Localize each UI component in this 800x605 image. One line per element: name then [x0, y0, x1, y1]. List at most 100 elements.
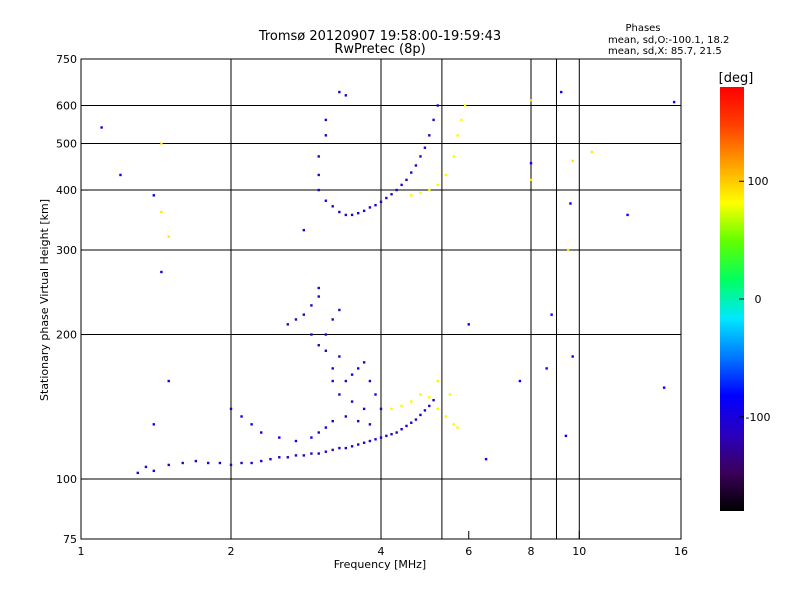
data-point-s2-15: [368, 379, 372, 383]
y-axis-ticks: 75 100 200 300 400 500 600 750: [56, 53, 89, 546]
data-point-s0-27: [374, 438, 377, 441]
data-point-s0-7: [218, 461, 222, 465]
data-point-s4-10: [379, 200, 383, 204]
data-point-s0-23: [350, 445, 354, 448]
data-point-s2-26: [331, 318, 334, 321]
data-point-s6-5: [152, 423, 156, 426]
grid-lines: [81, 59, 681, 539]
data-point-s0-5: [194, 459, 198, 463]
data-point-s1-7: [317, 431, 320, 434]
data-point-s2-25: [368, 423, 372, 426]
data-point-s0-35: [414, 418, 418, 421]
x-tick-label-2: 4: [378, 545, 385, 558]
y-tick-label-0: 75: [63, 533, 77, 546]
data-point-s0-12: [269, 457, 272, 461]
data-point-s2-20: [338, 355, 341, 358]
data-point-s1-5: [294, 439, 298, 443]
data-point-s0-13: [278, 456, 281, 459]
data-point-s2-8: [331, 367, 334, 370]
data-point-s0-8: [229, 463, 233, 467]
data-point-s4-23: [317, 173, 320, 177]
data-point-s4-26: [324, 118, 328, 122]
data-point-s6-17: [560, 90, 563, 94]
colorbar-tick-label-1: 0: [755, 293, 762, 306]
data-point-s6-7: [484, 457, 488, 461]
data-point-s4-11: [385, 196, 388, 200]
data-point-s0-39: [432, 398, 435, 402]
data-point-s0-1: [144, 465, 148, 469]
data-point-s4-13: [395, 188, 398, 192]
data-point-s1-6: [310, 436, 313, 439]
data-point-s2-12: [350, 373, 354, 376]
legend-line-o: mean, sd,O:-100.1, 18.2: [608, 35, 729, 46]
data-point-s5-4: [444, 173, 448, 177]
data-point-s6-12: [564, 434, 568, 438]
data-point-s4-22: [436, 104, 439, 107]
data-point-s4-19: [423, 146, 427, 149]
data-point-s0-0: [136, 471, 139, 475]
data-point-s2-22: [362, 407, 366, 411]
data-point-s2-21: [350, 400, 354, 403]
data-point-s4-5: [350, 213, 354, 217]
data-point-s4-15: [405, 178, 408, 182]
data-point-s1-0: [229, 407, 233, 411]
data-point-s6-11: [550, 313, 553, 316]
data-point-s0-33: [405, 424, 408, 428]
colorbar-tick-label-2: -100: [746, 411, 771, 424]
data-point-s0-16: [302, 454, 306, 457]
data-point-s2-24: [356, 419, 360, 423]
data-point-s2-0: [286, 323, 289, 326]
data-point-s2-3: [310, 304, 313, 307]
data-point-s4-16: [410, 171, 413, 174]
data-point-s6-6: [302, 228, 306, 232]
colorbar-label: [deg]: [719, 71, 754, 86]
data-point-s0-36: [419, 413, 422, 417]
data-point-s5-5: [452, 155, 456, 158]
data-point-s6-4: [167, 379, 170, 383]
data-point-s4-17: [414, 164, 418, 167]
chart-subtitle: RwPretec (8p): [334, 42, 425, 57]
data-point-s5-7: [460, 118, 463, 122]
data-point-s0-22: [344, 446, 348, 450]
data-point-s0-29: [385, 434, 388, 438]
data-point-s4-18: [419, 155, 422, 158]
data-point-s2-11: [344, 379, 348, 383]
y-tick-label-7: 750: [56, 53, 77, 66]
data-point-s0-19: [324, 450, 328, 453]
data-point-s5-0: [410, 194, 413, 197]
data-point-s7-7: [590, 150, 594, 154]
data-point-s3-1: [400, 404, 403, 408]
data-point-s2-17: [379, 407, 383, 411]
data-point-s5-6: [456, 134, 459, 137]
data-point-s4-27: [338, 90, 341, 94]
data-point-s1-8: [324, 426, 328, 429]
data-point-s3-6: [444, 415, 448, 418]
data-point-s7-5: [566, 248, 570, 252]
data-point-s4-8: [368, 206, 372, 209]
data-point-s6-16: [672, 100, 676, 104]
data-point-s3-9: [436, 379, 439, 383]
data-point-s4-12: [390, 193, 393, 196]
data-point-s7-6: [571, 159, 574, 163]
data-point-s3-4: [428, 396, 431, 399]
y-tick-label-1: 100: [56, 473, 77, 486]
data-point-s1-2: [250, 423, 253, 426]
x-axis-label: Frequency [MHz]: [334, 558, 426, 571]
data-point-s4-2: [331, 205, 334, 208]
y-tick-label-2: 200: [56, 329, 77, 342]
x-tick-label-3: 6: [465, 545, 472, 558]
data-point-s7-0: [160, 142, 163, 145]
data-point-s5-3: [436, 183, 439, 187]
data-point-s0-26: [368, 439, 372, 443]
data-point-s0-38: [428, 404, 431, 408]
chart-title: Tromsø 20120907 19:58:00-19:59:43: [258, 29, 501, 44]
x-tick-label-4: 8: [528, 545, 535, 558]
data-point-s0-32: [400, 428, 403, 431]
data-point-s6-19: [467, 323, 470, 326]
data-point-s6-10: [545, 367, 548, 370]
data-point-s2-2: [302, 313, 306, 316]
data-point-s6-8: [518, 379, 522, 383]
data-point-s4-21: [432, 118, 435, 122]
